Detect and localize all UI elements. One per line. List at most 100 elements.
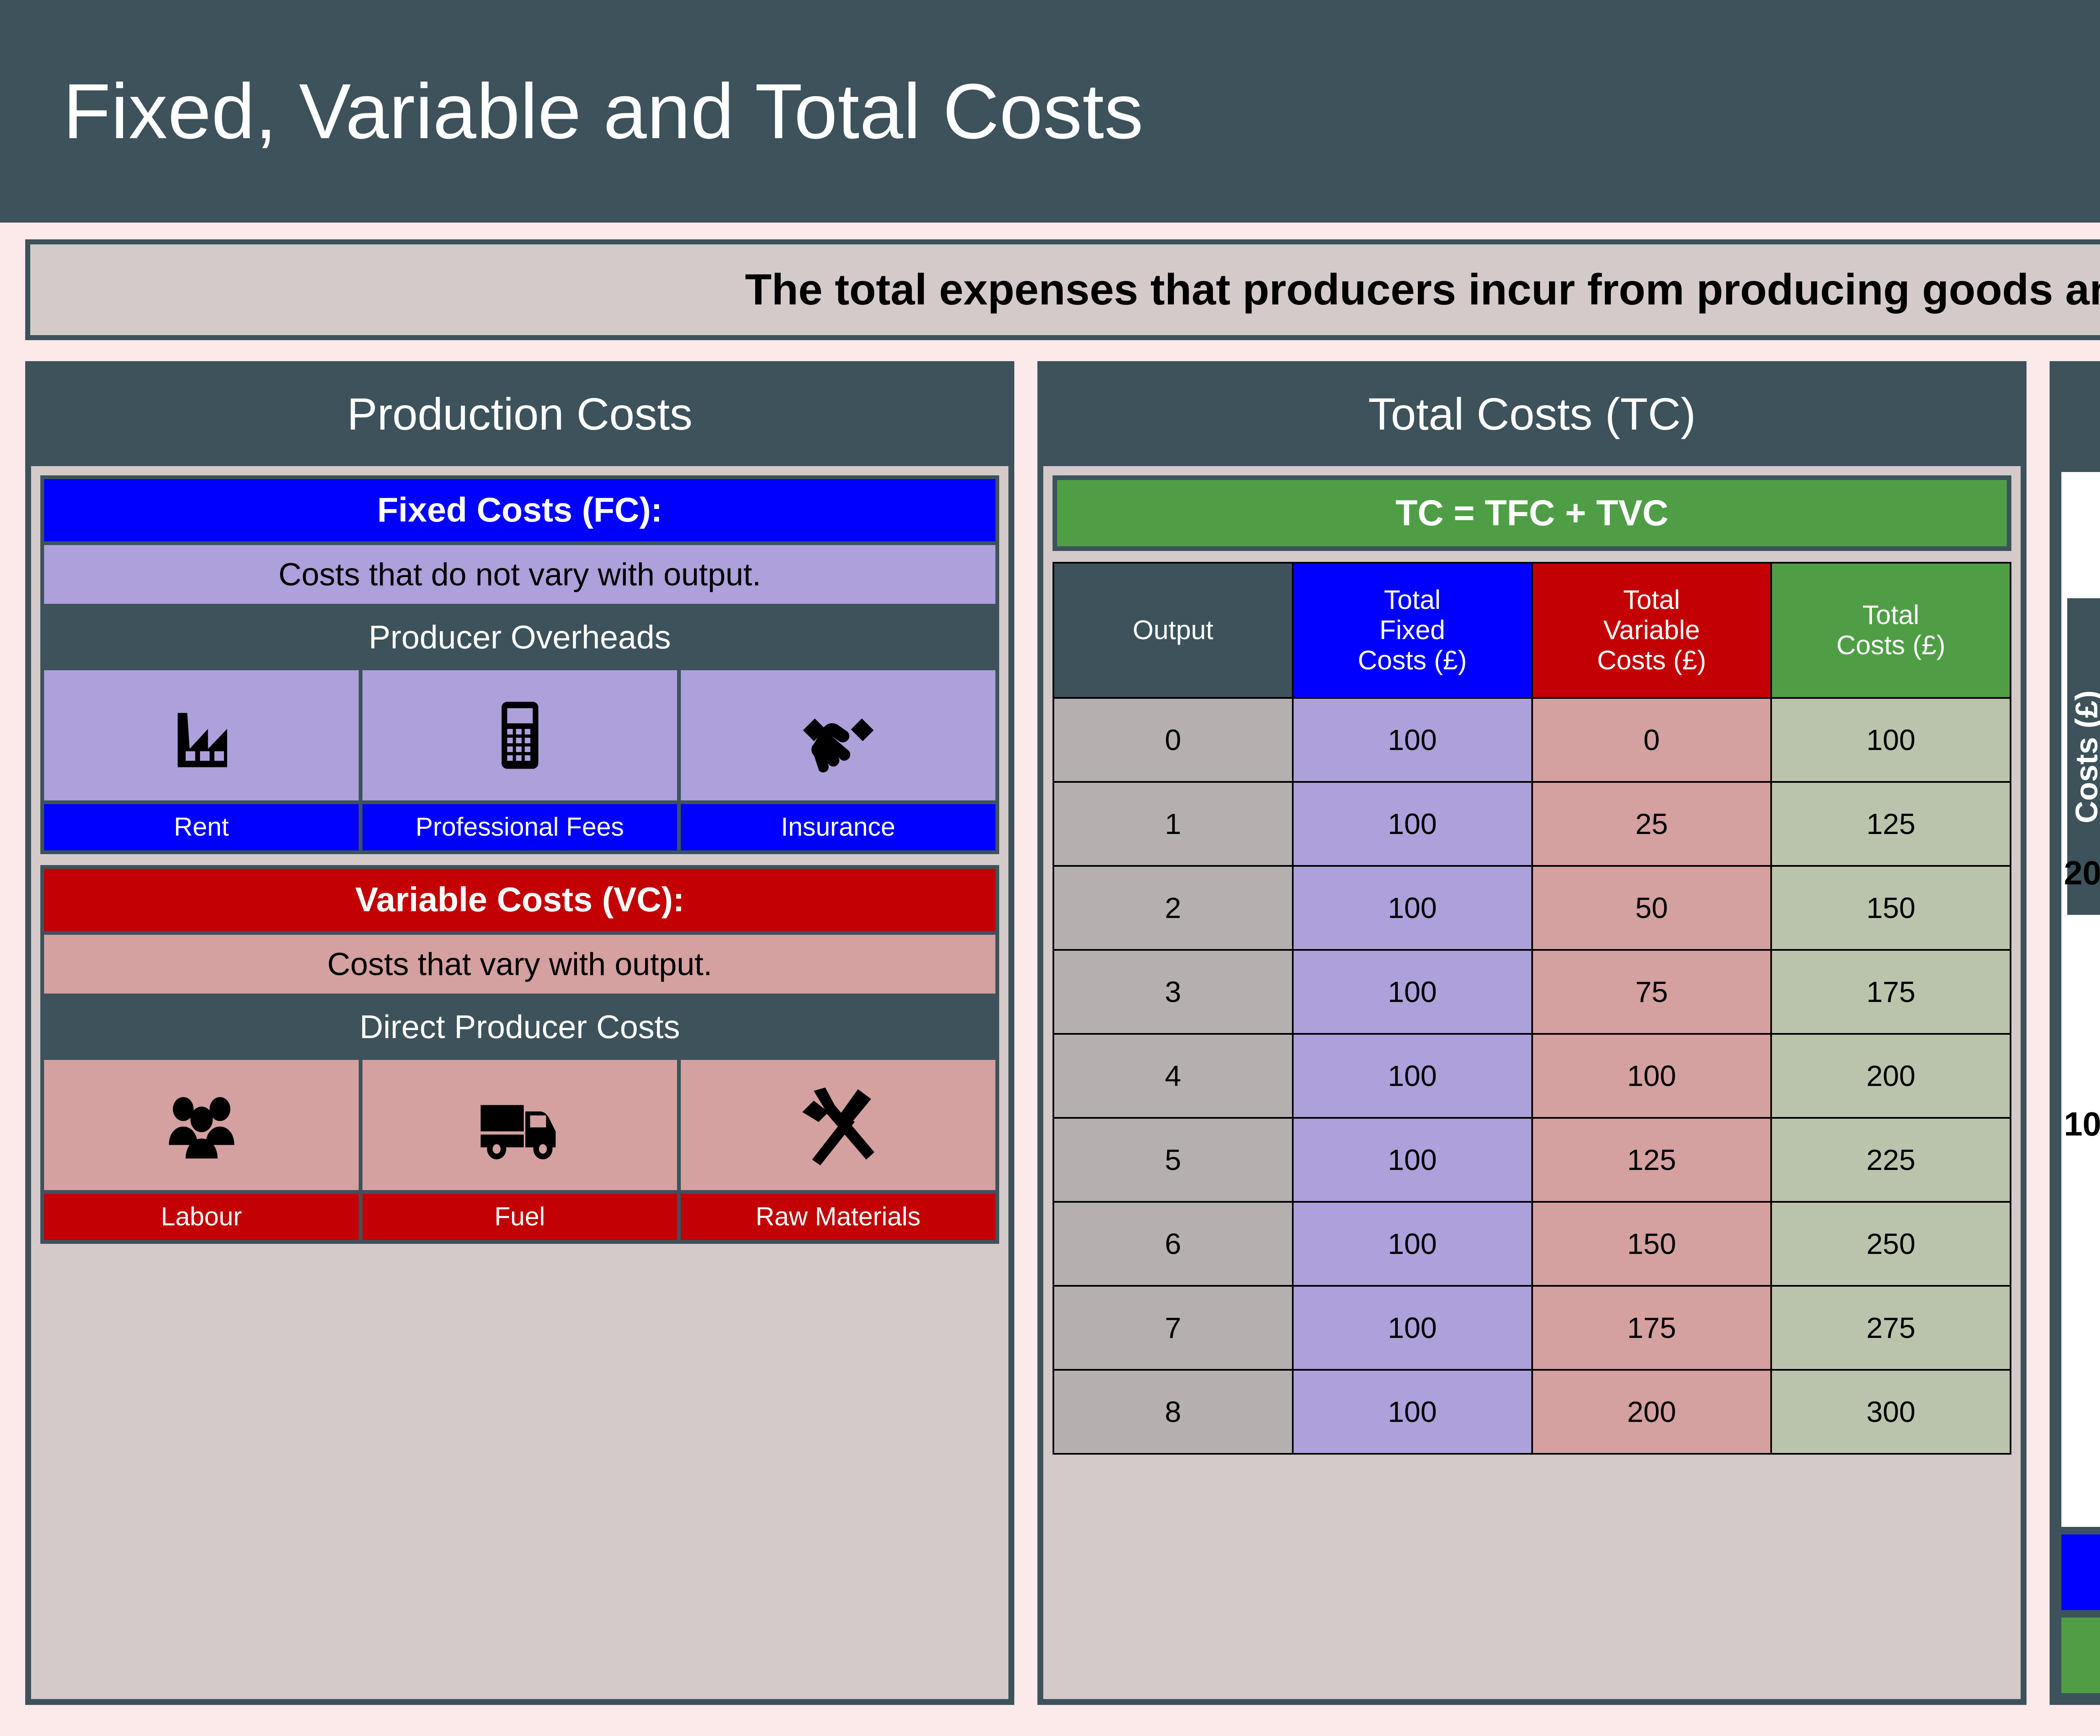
panel-middle-body: TC = TFC + TVC Output Total Fixed Costs … <box>1043 466 2021 1699</box>
table-row: 0 100 0 100 <box>1053 697 2011 783</box>
cell-tvc: 200 <box>1531 1369 1772 1455</box>
table-header-total-fixed-costs: Total Fixed Costs (£) <box>1292 562 1533 699</box>
panel-right-heading: Cost Curves (£) <box>2050 361 2100 466</box>
panel-right-body: Costs (£) 200 100 4 Output TC TVC TFC TF… <box>2055 466 2100 1699</box>
note-tfc: TFC Curve fixed at £100 for all output l… <box>2061 1534 2100 1610</box>
cost-table: Output Total Fixed Costs (£) Total Varia… <box>1053 562 2011 1455</box>
cell-tvc: 75 <box>1531 949 1772 1035</box>
variable-costs-block: Variable Costs (VC): Costs that vary wit… <box>40 865 999 1244</box>
cell-tvc: 175 <box>1531 1285 1772 1371</box>
fixed-cost-label-professional-fees: Professional Fees <box>362 804 677 850</box>
cell-output: 2 <box>1053 865 1294 951</box>
cell-output: 8 <box>1053 1369 1294 1455</box>
variable-costs-label-row: Labour Fuel Raw Materials <box>44 1194 995 1240</box>
cost-curves-chart: Costs (£) 200 100 4 Output TC TVC TFC <box>2061 472 2100 1527</box>
y-tick-100: 100 <box>2064 1105 2100 1143</box>
table-body: 0 100 0 100 1 100 25 125 2 <box>1053 697 2011 1455</box>
table-header-output: Output <box>1053 562 1294 699</box>
fixed-costs-block: Fixed Costs (FC): Costs that do not vary… <box>40 475 999 854</box>
factory-icon <box>177 713 227 767</box>
table-row: 5 100 125 225 <box>1053 1117 2011 1203</box>
truck-icon-cell <box>362 1060 677 1190</box>
handshake-icon-cell <box>681 670 995 800</box>
cell-tvc: 125 <box>1531 1117 1772 1203</box>
table-row: 8 100 200 300 <box>1053 1369 2011 1455</box>
cell-tvc: 25 <box>1531 781 1772 867</box>
subtitle-text: The total expenses that producers incur … <box>30 244 2100 335</box>
hammer-pickaxe-icon-cell <box>681 1060 995 1190</box>
cell-tc: 300 <box>1770 1369 2011 1455</box>
total-cost-formula: TC = TFC + TVC <box>1057 480 2007 546</box>
cell-output: 5 <box>1053 1117 1294 1203</box>
cell-tfc: 100 <box>1292 1285 1533 1371</box>
people-icon <box>168 1097 234 1159</box>
cell-tc: 200 <box>1770 1033 2011 1119</box>
cell-output: 6 <box>1053 1201 1294 1287</box>
panel-cost-curves: Cost Curves (£) <box>2050 361 2100 1705</box>
fixed-costs-label-row: Rent Professional Fees Insurance <box>44 804 995 850</box>
page-header: Fixed, Variable and Total Costs EZY ECON… <box>0 0 2100 223</box>
cell-tc: 250 <box>1770 1201 2011 1287</box>
variable-cost-label-raw-materials: Raw Materials <box>681 1194 995 1240</box>
panel-left-heading: Production Costs <box>347 388 693 439</box>
table-header-total-variable-costs: Total Variable Costs (£) <box>1531 562 1772 699</box>
table-row: 1 100 25 125 <box>1053 781 2011 867</box>
factory-icon-cell <box>44 670 359 800</box>
calculator-icon-cell <box>362 670 677 800</box>
variable-cost-label-fuel: Fuel <box>362 1194 677 1240</box>
cell-output: 7 <box>1053 1285 1294 1371</box>
fixed-costs-title: Fixed Costs (FC): <box>44 479 995 541</box>
cell-tfc: 100 <box>1292 781 1533 867</box>
variable-costs-definition: Costs that vary with output. <box>44 935 995 994</box>
table-row: 7 100 175 275 <box>1053 1285 2011 1371</box>
table-row: 3 100 75 175 <box>1053 949 2011 1035</box>
subtitle-banner: The total expenses that producers incur … <box>25 239 2100 340</box>
handshake-icon <box>803 719 874 773</box>
cell-tfc: 100 <box>1292 1369 1533 1455</box>
fixed-cost-label-insurance: Insurance <box>681 804 995 850</box>
cell-tfc: 100 <box>1292 1201 1533 1287</box>
cell-tc: 125 <box>1770 781 2011 867</box>
cell-output: 3 <box>1053 949 1294 1035</box>
cell-tfc: 100 <box>1292 1117 1533 1203</box>
table-header-row: Output Total Fixed Costs (£) Total Varia… <box>1053 562 2011 699</box>
truck-icon <box>480 1105 556 1159</box>
cell-tfc: 100 <box>1292 949 1533 1035</box>
table-row: 6 100 150 250 <box>1053 1201 2011 1287</box>
calculator-icon <box>501 702 538 769</box>
fixed-costs-subheading: Producer Overheads <box>44 608 995 666</box>
panel-middle-heading: Total Costs (TC) <box>1368 388 1696 439</box>
formula-wrapper: TC = TFC + TVC <box>1053 475 2011 551</box>
cell-tvc: 150 <box>1531 1201 1772 1287</box>
cell-tc: 175 <box>1770 949 2011 1035</box>
note-tc: TC Curve fixed at £100 above TVC curve. <box>2061 1618 2100 1693</box>
cell-tfc: 100 <box>1292 865 1533 951</box>
table-row: 4 100 100 200 <box>1053 1033 2011 1119</box>
cell-tc: 225 <box>1770 1117 2011 1203</box>
cell-tvc: 0 <box>1531 697 1772 783</box>
table-header-total-costs: Total Costs (£) <box>1770 562 2011 699</box>
cell-output: 4 <box>1053 1033 1294 1119</box>
variable-costs-title: Variable Costs (VC): <box>44 869 995 931</box>
panel-total-costs: Total Costs (TC) TC = TFC + TVC Output T… <box>1037 361 2026 1705</box>
cell-tvc: 100 <box>1531 1033 1772 1119</box>
cell-output: 0 <box>1053 697 1294 783</box>
people-icon-cell <box>44 1060 359 1190</box>
panel-left-body: Fixed Costs (FC): Costs that do not vary… <box>31 466 1008 1699</box>
panel-production-costs: Production Costs Fixed Costs (FC): Costs… <box>25 361 1014 1705</box>
fixed-costs-icon-row <box>44 670 995 800</box>
fixed-costs-definition: Costs that do not vary with output. <box>44 545 995 604</box>
variable-costs-icon-row <box>44 1060 995 1190</box>
cell-tfc: 100 <box>1292 697 1533 783</box>
variable-cost-label-labour: Labour <box>44 1194 359 1240</box>
cell-tvc: 50 <box>1531 865 1772 951</box>
fixed-cost-label-rent: Rent <box>44 804 359 850</box>
cell-output: 1 <box>1053 781 1294 867</box>
cell-tc: 100 <box>1770 697 2011 783</box>
panel-row: Production Costs Fixed Costs (FC): Costs… <box>25 361 2100 1705</box>
hammer-pickaxe-icon <box>802 1087 874 1165</box>
y-tick-200: 200 <box>2064 854 2100 892</box>
cell-tfc: 100 <box>1292 1033 1533 1119</box>
page-title: Fixed, Variable and Total Costs <box>63 68 1144 155</box>
